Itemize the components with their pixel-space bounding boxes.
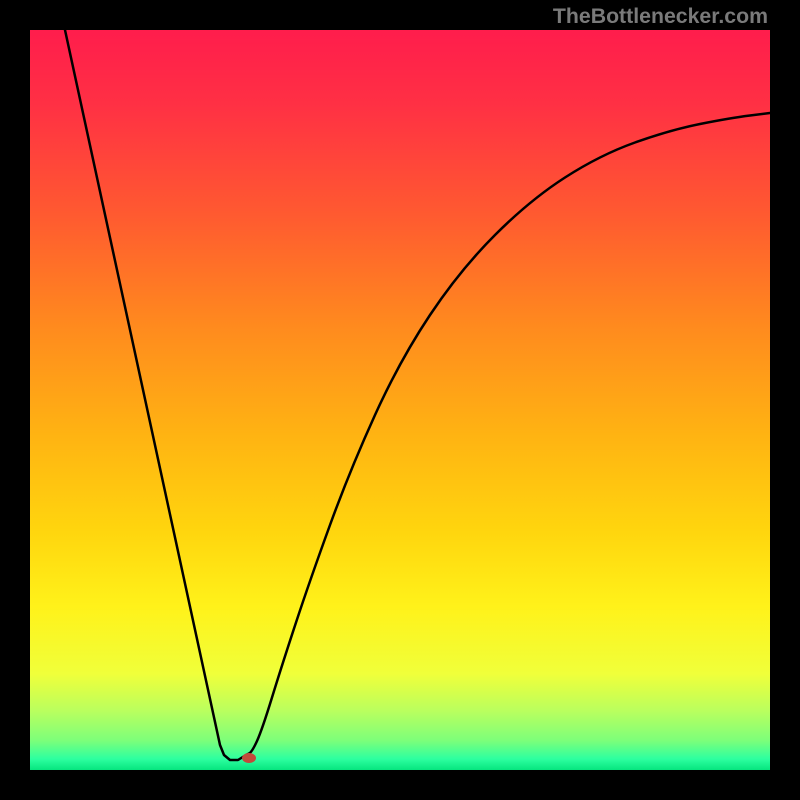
chart-plot-area [30, 30, 770, 770]
chart-svg [30, 30, 770, 770]
optimal-point-marker [242, 753, 256, 763]
chart-outer-frame: TheBottlenecker.com [0, 0, 800, 800]
watermark-text: TheBottlenecker.com [553, 4, 768, 29]
chart-background-gradient [30, 30, 770, 770]
